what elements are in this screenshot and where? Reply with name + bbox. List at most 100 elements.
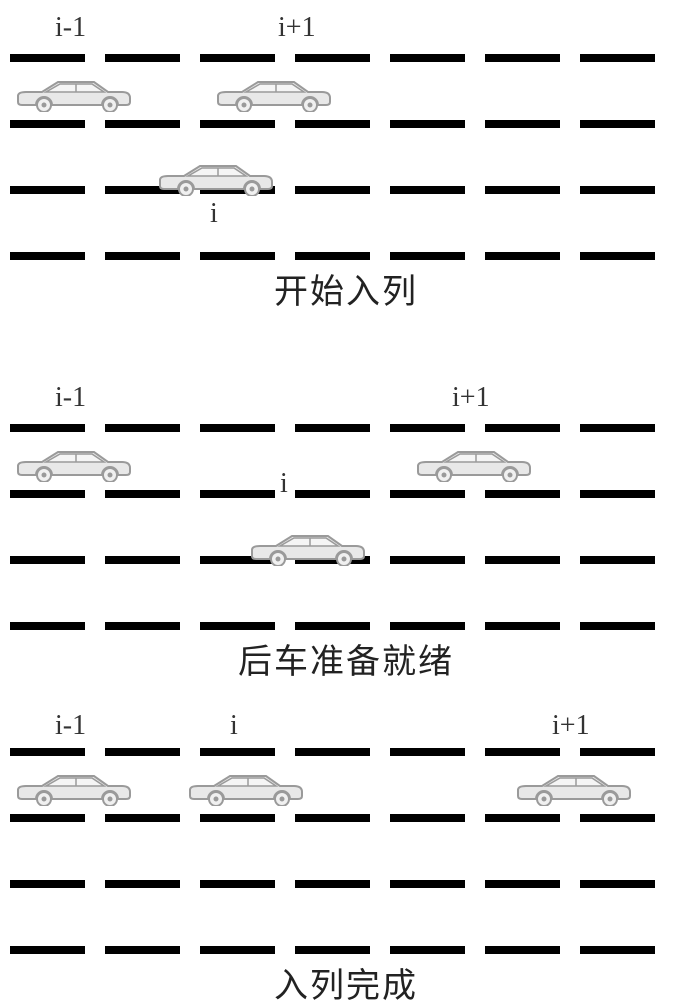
lane-dash	[105, 556, 180, 564]
lane-dash	[10, 490, 85, 498]
lane-dash	[295, 622, 370, 630]
lane-line	[0, 884, 692, 885]
lane-dash	[10, 252, 85, 260]
lane-dash	[485, 120, 560, 128]
lane-dash	[485, 424, 560, 432]
lane-dash	[485, 622, 560, 630]
lane-dash	[295, 186, 370, 194]
lane-dash	[580, 556, 655, 564]
lane-dash	[10, 622, 85, 630]
panel-caption: 后车准备就绪	[0, 634, 692, 683]
lane-dash	[485, 880, 560, 888]
lane-dash	[200, 946, 275, 954]
lane-dash	[10, 556, 85, 564]
lane-dash	[10, 880, 85, 888]
lane-dash	[295, 490, 370, 498]
lane-dash	[200, 424, 275, 432]
car-label: i	[230, 710, 238, 742]
car-label: i+1	[552, 710, 590, 742]
lane-line	[0, 818, 692, 819]
car-label: i+1	[278, 12, 316, 44]
lane-line	[0, 626, 692, 627]
lane-dash	[200, 814, 275, 822]
panel-3: i-1ii+1入列完成	[0, 694, 692, 1004]
lane-dash	[485, 490, 560, 498]
car-icon	[184, 770, 304, 806]
panel-1: i-1 i+1 i 开始入列	[0, 0, 692, 310]
lane-dash	[105, 120, 180, 128]
car-icon	[512, 770, 632, 806]
lane-dash	[580, 748, 655, 756]
lane-dash	[200, 748, 275, 756]
lane-dash	[105, 622, 180, 630]
lane-dash	[390, 252, 465, 260]
car-label: i-1	[55, 12, 86, 44]
lane-dash	[390, 54, 465, 62]
lane-dash	[485, 946, 560, 954]
lane-dash	[200, 54, 275, 62]
lane-dash	[485, 186, 560, 194]
lane-dash	[10, 946, 85, 954]
lane-dash	[390, 424, 465, 432]
lane-line	[0, 494, 692, 495]
lane-dash	[105, 814, 180, 822]
car-icon	[12, 770, 132, 806]
lane-dash	[200, 490, 275, 498]
lane-dash	[295, 946, 370, 954]
lane-dash	[295, 120, 370, 128]
page: { "geometry":{ "page_w":692,"page_h":100…	[0, 0, 692, 1000]
lane-dash	[390, 556, 465, 564]
lane-dash	[580, 946, 655, 954]
lane-dash	[105, 490, 180, 498]
panel-caption: 开始入列	[0, 264, 692, 313]
lane-dash	[105, 880, 180, 888]
lane-dash	[390, 186, 465, 194]
lane-dash	[485, 814, 560, 822]
car-icon	[12, 76, 132, 112]
lane-dash	[200, 120, 275, 128]
lane-dash	[485, 54, 560, 62]
lane-dash	[580, 252, 655, 260]
lane-dash	[580, 424, 655, 432]
car-label: i-1	[55, 710, 86, 742]
lane-dash	[295, 880, 370, 888]
lane-dash	[390, 622, 465, 630]
lane-dash	[10, 54, 85, 62]
lane-line	[0, 124, 692, 125]
lane-dash	[105, 946, 180, 954]
lane-dash	[485, 556, 560, 564]
lane-dash	[105, 748, 180, 756]
lane-dash	[200, 622, 275, 630]
lane-dash	[390, 490, 465, 498]
lane-dash	[10, 186, 85, 194]
lane-dash	[295, 252, 370, 260]
lane-dash	[485, 252, 560, 260]
car-icon	[12, 446, 132, 482]
lane-line	[0, 752, 692, 753]
car-icon	[212, 76, 332, 112]
lane-dash	[105, 252, 180, 260]
lane-line	[0, 58, 692, 59]
car-label: i+1	[452, 382, 490, 414]
lane-dash	[580, 880, 655, 888]
lane-line	[0, 190, 692, 191]
lane-line	[0, 950, 692, 951]
lane-dash	[105, 424, 180, 432]
lane-dash	[580, 186, 655, 194]
lane-dash	[10, 424, 85, 432]
lane-dash	[580, 814, 655, 822]
lane-dash	[580, 54, 655, 62]
lane-dash	[390, 120, 465, 128]
lane-dash	[10, 120, 85, 128]
lane-dash	[295, 54, 370, 62]
lane-dash	[580, 622, 655, 630]
lane-dash	[10, 748, 85, 756]
car-label: i	[210, 198, 218, 230]
lane-dash	[295, 748, 370, 756]
lane-line	[0, 256, 692, 257]
car-icon	[154, 160, 274, 196]
lane-dash	[390, 748, 465, 756]
lane-dash	[485, 748, 560, 756]
lane-dash	[105, 54, 180, 62]
car-label: i	[280, 468, 288, 500]
